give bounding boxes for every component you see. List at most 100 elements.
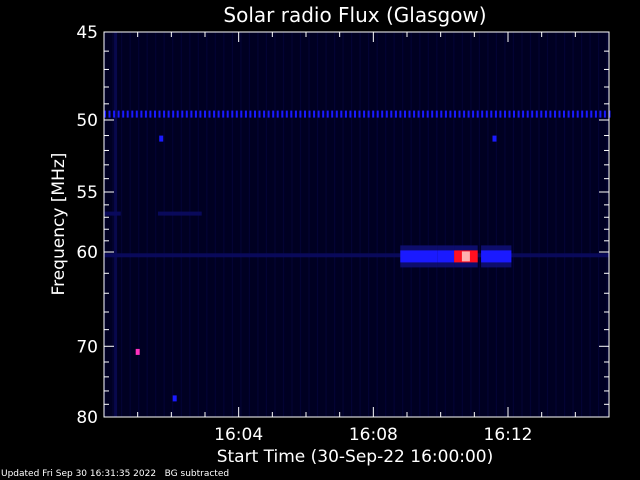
noise-streak [419,32,421,417]
chart-title: Solar radio Flux (Glasgow) [223,3,486,27]
interference-dash [240,110,243,118]
interference-dash [276,110,279,118]
interference-dash [231,110,234,118]
noise-streak [589,32,591,417]
noise-streak [376,32,378,417]
footer-status: Updated Fri Sep 30 16:31:35 2022 BG subt… [1,469,230,479]
noise-streak [316,32,319,417]
interference-dash [267,110,270,118]
interference-dash [399,110,402,118]
y-tick-label: 50 [76,111,98,131]
interference-dash [549,110,552,118]
emission-spot [135,348,140,355]
interference-dash [404,110,406,118]
interference-dash [490,110,493,118]
interference-dash [581,110,584,118]
noise-streak [359,32,361,417]
interference-dash [431,110,434,118]
noise-streak [274,32,276,417]
noise-streak [299,32,302,417]
interference-dash [481,110,484,118]
x-axis: 16:04 16:08 16:12 [137,32,576,445]
interference-dash [122,110,125,118]
noise-streak [393,32,395,417]
noise-streak [334,32,336,417]
interference-dash [176,110,179,118]
interference-dash [217,110,220,118]
noise-streak [572,32,574,417]
noise-streak [529,32,532,417]
emission-band [104,253,609,258]
interference-dash [572,110,575,118]
noise-streak [240,32,242,417]
interference-dash [299,110,302,118]
interference-dash [485,110,488,118]
interference-dash [290,110,293,118]
interference-dash [467,110,470,118]
noise-streak [214,32,216,417]
noise-streak [138,32,140,417]
plot-frame [103,31,610,418]
interference-dash [244,110,247,118]
emission-band [104,211,121,216]
emission-spot [159,135,164,142]
interference-dash [554,110,556,118]
noise-streak [257,32,259,417]
interference-dash [458,110,461,118]
interference-dash [358,110,361,118]
interference-dash [344,110,347,118]
spectrogram-background [104,32,609,417]
interference-dash [272,110,275,118]
interference-dash [531,110,534,118]
interference-dash [254,110,256,118]
interference-dash [394,110,397,118]
interference-dash [544,110,547,118]
interference-dash [472,110,475,118]
noise-streak [598,32,600,417]
interference-dash [322,110,325,118]
interference-dash [535,110,538,118]
interference-dash [435,110,438,118]
interference-dash [449,110,452,118]
noise-streak [495,32,497,417]
noise-streak [385,32,387,417]
interference-dash [213,110,216,118]
noise-streak [581,32,583,417]
interference-dash [249,110,252,118]
noise-streak [189,32,191,417]
burst-core [481,250,512,263]
interference-dash [113,110,116,118]
interference-dash [381,110,384,118]
noise-streak [470,32,472,417]
interference-dash [590,110,593,118]
interference-dash [463,110,466,118]
interference-dash [558,110,561,118]
interference-dash [367,110,370,118]
interference-dash [258,110,261,118]
noise-streak [478,32,480,417]
noise-streak [436,32,438,417]
interference-dash [222,110,225,118]
interference-dash [390,110,393,118]
interference-dash [317,110,320,118]
interference-dash [504,110,506,118]
noise-streak [163,32,165,417]
interference-dash [285,110,288,118]
noise-streak [453,32,455,417]
x-tick-label: 16:08 [349,425,398,445]
interference-dash [372,110,375,118]
interference-dash [181,110,184,118]
noise-streak [368,32,370,417]
noise-streak [231,32,233,417]
y-tick-label: 45 [76,23,98,43]
noise-streak [248,32,250,417]
noise-streak [206,32,208,417]
y-axis-label: Frequency [MHz] [49,153,69,296]
x-axis-label: Start Time (30-Sep-22 16:00:00) [217,447,494,467]
interference-dash [499,110,502,118]
noise-streak [146,32,148,417]
noise-streak [155,32,157,417]
noise-streak [104,32,106,417]
y-tick-label: 80 [76,408,98,428]
noise-streak [342,32,344,417]
